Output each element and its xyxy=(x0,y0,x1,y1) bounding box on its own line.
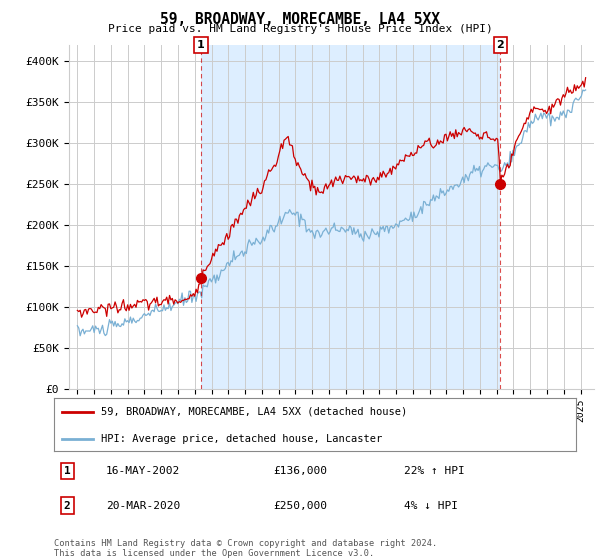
Text: 2: 2 xyxy=(496,40,504,50)
Text: 22% ↑ HPI: 22% ↑ HPI xyxy=(404,466,464,477)
Text: 59, BROADWAY, MORECAMBE, LA4 5XX: 59, BROADWAY, MORECAMBE, LA4 5XX xyxy=(160,12,440,27)
Text: 4% ↓ HPI: 4% ↓ HPI xyxy=(404,501,458,511)
Text: £136,000: £136,000 xyxy=(273,466,327,477)
Text: 1: 1 xyxy=(64,466,70,477)
Text: 1: 1 xyxy=(197,40,205,50)
Text: 2: 2 xyxy=(64,501,70,511)
Text: 59, BROADWAY, MORECAMBE, LA4 5XX (detached house): 59, BROADWAY, MORECAMBE, LA4 5XX (detach… xyxy=(101,407,407,417)
Text: 20-MAR-2020: 20-MAR-2020 xyxy=(106,501,181,511)
Bar xyxy=(201,45,500,389)
Text: Contains HM Land Registry data © Crown copyright and database right 2024.
This d: Contains HM Land Registry data © Crown c… xyxy=(54,539,437,558)
Text: £250,000: £250,000 xyxy=(273,501,327,511)
Text: Price paid vs. HM Land Registry's House Price Index (HPI): Price paid vs. HM Land Registry's House … xyxy=(107,24,493,34)
Text: 16-MAY-2002: 16-MAY-2002 xyxy=(106,466,181,477)
Text: HPI: Average price, detached house, Lancaster: HPI: Average price, detached house, Lanc… xyxy=(101,434,382,444)
